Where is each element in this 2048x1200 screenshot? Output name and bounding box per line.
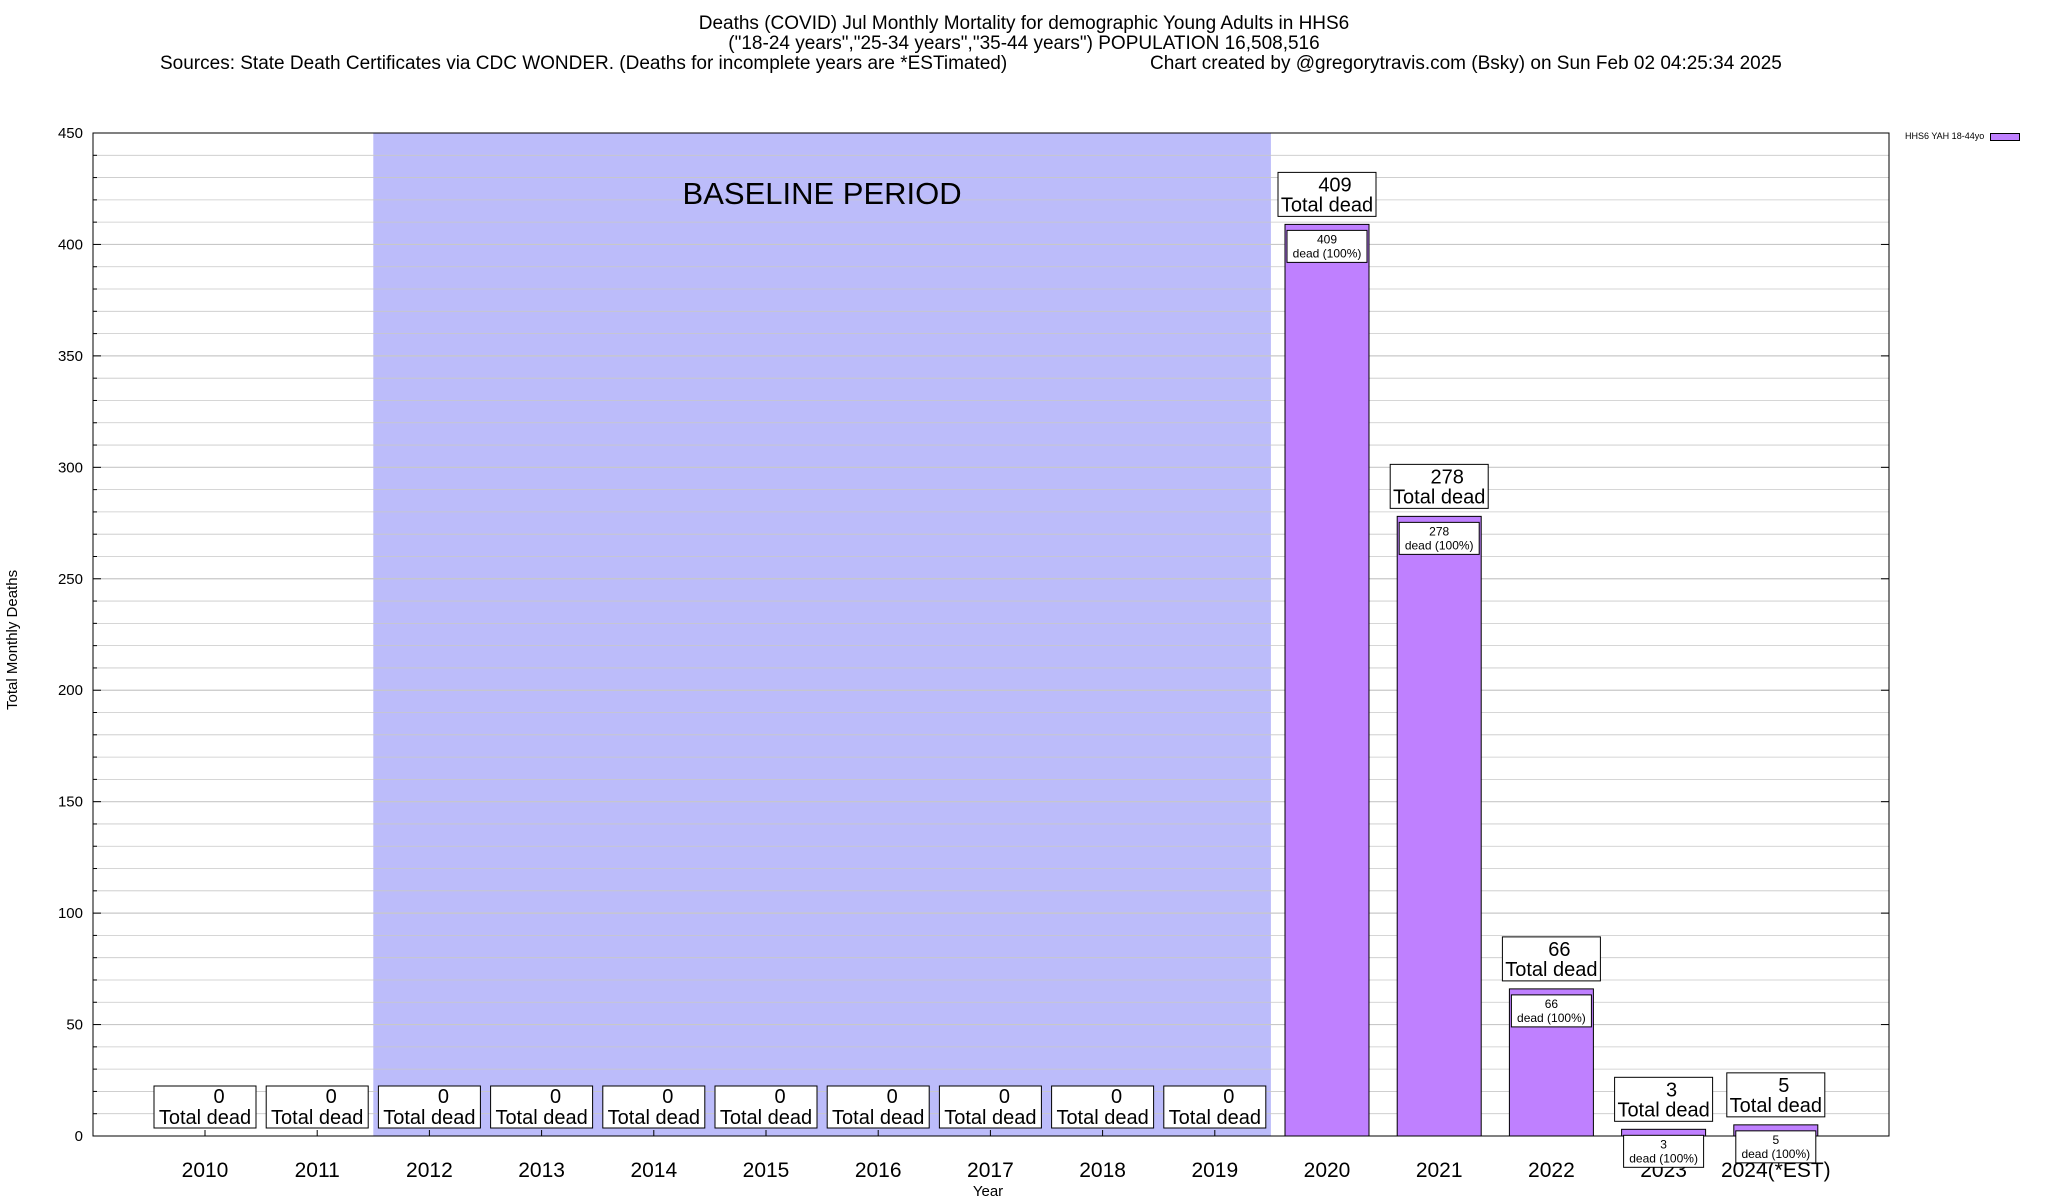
segment-label-box: [1398, 521, 1480, 555]
y-tick-label: 200: [58, 682, 83, 699]
x-tick-label: 2017: [967, 1159, 1014, 1182]
segment-value-label: 5: [1772, 1133, 1779, 1147]
total-text-label: Total dead: [495, 1107, 587, 1129]
total-value-label: 278: [1431, 466, 1464, 488]
total-text-label: Total dead: [832, 1107, 924, 1129]
total-text-label: Total dead: [1730, 1095, 1822, 1117]
total-value-label: 66: [1548, 939, 1570, 961]
total-value-label: 0: [774, 1086, 785, 1108]
total-text-label: Total dead: [720, 1107, 812, 1129]
total-value-label: 0: [1111, 1086, 1122, 1108]
x-tick-label: 2013: [518, 1159, 565, 1182]
y-tick-label: 150: [58, 794, 83, 811]
total-value-label: 0: [326, 1086, 337, 1108]
segment-pct-label: dead (100%): [1293, 246, 1362, 260]
total-label-box: [377, 1085, 481, 1129]
total-label-box: [153, 1085, 257, 1129]
chart-title: Deaths (COVID) Jul Monthly Mortality for…: [698, 13, 1350, 34]
y-tick-label: 300: [58, 459, 83, 476]
x-tick-label: 2012: [406, 1159, 453, 1182]
x-tick-label: 2024(*EST): [1721, 1159, 1831, 1182]
total-label-box: [1614, 1076, 1714, 1122]
x-tick-label: 2019: [1191, 1159, 1238, 1182]
x-tick-label: 2022: [1528, 1159, 1575, 1182]
total-label-box: [490, 1085, 594, 1129]
total-label-box: [1501, 936, 1601, 982]
segment-label-box: [1623, 1134, 1705, 1168]
total-value-label: 3: [1666, 1079, 1677, 1101]
total-value-label: 0: [662, 1086, 673, 1108]
y-tick-label: 450: [58, 125, 83, 142]
total-text-label: Total dead: [608, 1107, 700, 1129]
total-label-box: [714, 1085, 818, 1129]
total-value-label: 409: [1318, 174, 1351, 196]
x-tick-label: 2018: [1079, 1159, 1126, 1182]
total-label-box: [826, 1085, 930, 1129]
total-value-label: 0: [1223, 1086, 1234, 1108]
total-text-label: Total dead: [1169, 1107, 1261, 1129]
segment-label-box: [1510, 994, 1592, 1028]
total-text-label: Total dead: [1281, 194, 1373, 216]
total-text-label: Total dead: [271, 1107, 363, 1129]
legend-swatch: [1990, 132, 2021, 141]
total-value-label: 0: [438, 1086, 449, 1108]
total-value-label: 0: [550, 1086, 561, 1108]
total-label-box: [1051, 1085, 1155, 1129]
chart-sources: Sources: State Death Certificates via CD…: [160, 53, 1008, 74]
x-tick-label: 2014: [630, 1159, 677, 1182]
baseline-period-label: BASELINE PERIOD: [683, 176, 962, 211]
segment-value-label: 3: [1660, 1137, 1667, 1151]
total-text-label: Total dead: [944, 1107, 1036, 1129]
x-tick-label: 2010: [182, 1159, 229, 1182]
x-axis-label: Year: [973, 1183, 1003, 1200]
bar: [1284, 223, 1370, 1137]
total-value-label: 0: [213, 1086, 224, 1108]
y-tick-label: 100: [58, 905, 83, 922]
chart-credit: Chart created by @gregorytravis.com (Bsk…: [1150, 53, 1782, 74]
chart-subtitle: ("18-24 years","25-34 years","35-44 year…: [728, 33, 1320, 54]
segment-value-label: 409: [1317, 232, 1337, 246]
y-tick-label: 50: [66, 1017, 83, 1034]
total-value-label: 0: [887, 1086, 898, 1108]
y-axis-label: Total Monthly Deaths: [4, 569, 21, 710]
total-text-label: Total dead: [1393, 486, 1485, 508]
segment-pct-label: dead (100%): [1741, 1147, 1810, 1161]
total-text-label: Total dead: [1617, 1099, 1709, 1121]
legend-label: HHS6 YAH 18-44yo: [1905, 131, 1985, 141]
x-tick-label: 2011: [295, 1159, 340, 1182]
x-tick-label: 2015: [743, 1159, 790, 1182]
total-label-box: [1277, 171, 1377, 217]
total-label-box: [602, 1085, 706, 1129]
total-label-box: [1163, 1085, 1267, 1129]
y-tick-label: 350: [58, 348, 83, 365]
baseline-band: [373, 133, 1271, 1136]
total-text-label: Total dead: [383, 1107, 475, 1129]
bar: [1396, 515, 1482, 1137]
total-label-box: [1726, 1072, 1826, 1118]
total-text-label: Total dead: [159, 1107, 251, 1129]
x-tick-label: 2016: [855, 1159, 902, 1182]
plot-frame: [92, 132, 1890, 1137]
segment-label-box: [1735, 1130, 1817, 1164]
total-value-label: 5: [1778, 1075, 1789, 1097]
x-tick-label: 2020: [1304, 1159, 1351, 1182]
y-tick-label: 250: [58, 571, 83, 588]
total-label-box: [265, 1085, 369, 1129]
total-label-box: [938, 1085, 1042, 1129]
total-label-box: [1389, 463, 1489, 509]
segment-pct-label: dead (100%): [1405, 538, 1474, 552]
total-text-label: Total dead: [1505, 959, 1597, 981]
y-tick-label: 400: [58, 236, 83, 253]
segment-value-label: 278: [1429, 524, 1449, 538]
segment-pct-label: dead (100%): [1517, 1011, 1586, 1025]
segment-pct-label: dead (100%): [1629, 1151, 1698, 1165]
x-tick-label: 2021: [1416, 1159, 1463, 1182]
legend: HHS6 YAH 18-44yo: [1905, 131, 2021, 141]
segment-label-box: [1286, 229, 1368, 263]
total-text-label: Total dead: [1056, 1107, 1148, 1129]
total-value-label: 0: [999, 1086, 1010, 1108]
y-tick-label: 0: [75, 1128, 83, 1145]
segment-value-label: 66: [1545, 997, 1559, 1011]
